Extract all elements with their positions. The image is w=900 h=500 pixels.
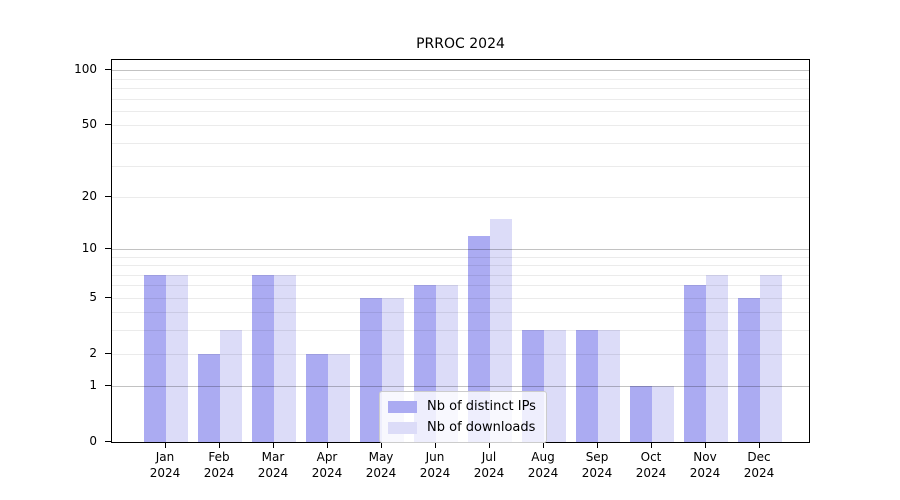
x-tick-label: Jul 2024 bbox=[473, 450, 505, 480]
legend-label-downloads: Nb of downloads bbox=[427, 420, 536, 435]
bar-distinct-ips bbox=[144, 274, 166, 442]
bar-distinct-ips bbox=[252, 274, 274, 442]
y-tick-mark bbox=[105, 385, 111, 387]
y-tick-mark bbox=[105, 69, 111, 71]
bar-downloads bbox=[166, 274, 188, 442]
bar-distinct-ips bbox=[684, 285, 706, 442]
y-tick-label: 2 bbox=[89, 345, 97, 360]
x-tick-label: Mar 2024 bbox=[257, 450, 289, 480]
bar-downloads bbox=[760, 274, 782, 442]
x-tick-mark bbox=[705, 443, 706, 448]
y-tick-mark bbox=[105, 441, 111, 442]
x-tick-mark bbox=[327, 443, 328, 448]
bar-downloads bbox=[220, 330, 242, 442]
legend-swatch-downloads bbox=[388, 421, 417, 434]
bar-downloads bbox=[598, 330, 620, 442]
legend: Nb of distinct IPs Nb of downloads bbox=[379, 391, 547, 443]
bar-distinct-ips bbox=[738, 297, 760, 442]
x-tick-mark bbox=[651, 443, 652, 448]
y-tick-label: 20 bbox=[81, 188, 97, 203]
plot-area: Nb of distinct IPs Nb of downloads bbox=[111, 59, 810, 443]
y-tick-mark bbox=[105, 247, 111, 249]
y-tick-label: 10 bbox=[81, 240, 97, 255]
bars-layer bbox=[112, 60, 809, 442]
x-tick-label: Sep 2024 bbox=[581, 450, 613, 480]
x-tick-mark bbox=[381, 443, 382, 448]
y-tick-label: 50 bbox=[81, 117, 97, 132]
bar-downloads bbox=[328, 353, 350, 442]
x-tick-label: Oct 2024 bbox=[635, 450, 667, 480]
y-tick-mark bbox=[105, 352, 111, 354]
x-tick-label: Aug 2024 bbox=[527, 450, 559, 480]
x-tick-label: Jun 2024 bbox=[419, 450, 451, 480]
legend-swatch-distinct-ips bbox=[388, 400, 417, 413]
bar-distinct-ips bbox=[306, 353, 328, 442]
y-tick-label: 0 bbox=[89, 434, 97, 448]
x-tick-label: Apr 2024 bbox=[311, 450, 343, 480]
y-tick-mark bbox=[105, 195, 111, 197]
x-tick-mark bbox=[543, 443, 544, 448]
legend-label-distinct-ips: Nb of distinct IPs bbox=[427, 399, 536, 414]
chart-title: PRROC 2024 bbox=[416, 36, 505, 52]
legend-row-downloads: Nb of downloads bbox=[388, 418, 536, 437]
x-tick-mark bbox=[219, 443, 220, 448]
x-tick-mark bbox=[759, 443, 760, 448]
bar-distinct-ips bbox=[198, 353, 220, 442]
y-tick-mark bbox=[105, 296, 111, 298]
x-tick-mark bbox=[489, 443, 490, 448]
bar-downloads bbox=[706, 274, 728, 442]
x-tick-mark bbox=[435, 443, 436, 448]
x-tick-mark bbox=[597, 443, 598, 448]
bar-downloads bbox=[274, 274, 296, 442]
y-tick-label: 5 bbox=[89, 289, 97, 304]
y-tick-label: 1 bbox=[89, 378, 97, 393]
y-tick-label: 100 bbox=[74, 62, 97, 77]
x-tick-label: Dec 2024 bbox=[743, 450, 775, 480]
x-tick-label: Jan 2024 bbox=[149, 450, 181, 480]
bar-distinct-ips bbox=[360, 297, 382, 442]
bar-distinct-ips bbox=[576, 330, 598, 442]
bar-distinct-ips bbox=[630, 386, 652, 442]
bar-distinct-ips bbox=[468, 235, 490, 442]
bar-downloads bbox=[544, 330, 566, 442]
legend-row-distinct-ips: Nb of distinct IPs bbox=[388, 397, 536, 416]
x-tick-mark bbox=[165, 443, 166, 448]
x-tick-label: May 2024 bbox=[365, 450, 397, 480]
bar-downloads bbox=[652, 386, 674, 442]
y-tick-mark bbox=[105, 124, 111, 126]
x-tick-mark bbox=[273, 443, 274, 448]
x-tick-label: Feb 2024 bbox=[203, 450, 235, 480]
x-tick-label: Nov 2024 bbox=[689, 450, 721, 480]
bar-downloads bbox=[490, 218, 512, 442]
